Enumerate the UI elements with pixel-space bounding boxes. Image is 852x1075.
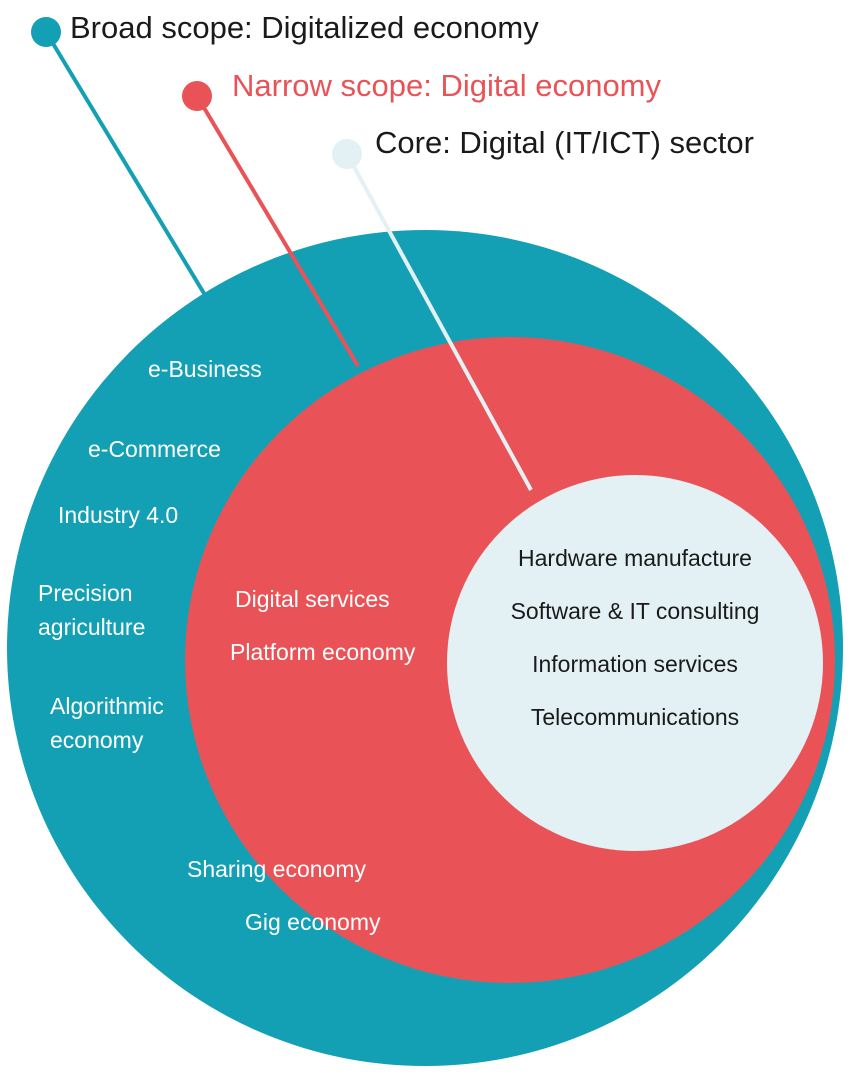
label-sharing-economy: Sharing economy — [187, 856, 366, 882]
core-leader — [345, 153, 533, 491]
broad-scope-dot — [31, 17, 61, 47]
label-e-business: e-Business — [148, 356, 262, 382]
label-e-commerce: e-Commerce — [88, 436, 221, 462]
label-precision-line2: agriculture — [38, 614, 145, 640]
label-precision-line1: Precision — [38, 580, 133, 606]
broad-scope-title: Broad scope: Digitalized economy — [70, 10, 539, 45]
broad-scope-leader — [44, 30, 207, 297]
label-algorithmic-line1: Algorithmic — [50, 693, 164, 719]
narrow-scope-dot — [182, 81, 212, 111]
narrow-scope-title: Narrow scope: Digital economy — [232, 68, 662, 103]
label-software-it-consulting: Software & IT consulting — [511, 598, 760, 624]
core-title: Core: Digital (IT/ICT) sector — [375, 125, 754, 160]
core-dot — [332, 139, 362, 169]
label-gig-economy: Gig economy — [245, 909, 381, 935]
label-industry-4-0: Industry 4.0 — [58, 502, 178, 528]
label-information-services: Information services — [532, 651, 738, 677]
label-digital-services: Digital services — [235, 586, 390, 612]
label-algorithmic-line2: economy — [50, 727, 144, 753]
label-hardware-manufacture: Hardware manufacture — [518, 545, 752, 571]
narrow-scope-leader — [195, 94, 360, 368]
label-telecommunications: Telecommunications — [531, 704, 739, 730]
core-circle — [447, 475, 823, 851]
label-platform-economy: Platform economy — [230, 639, 416, 665]
